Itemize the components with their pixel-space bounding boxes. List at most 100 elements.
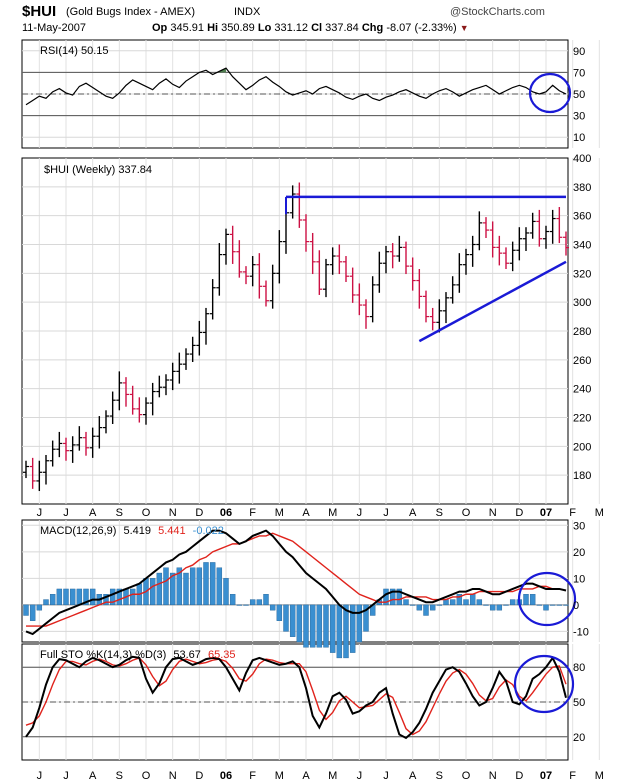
price-bar: [129, 385, 136, 415]
change-label: Chg: [361, 22, 384, 34]
price-bar: [36, 460, 43, 492]
macd-histogram-bar: [529, 594, 536, 606]
stochastic-series: [25, 654, 575, 740]
price-bar: [169, 362, 176, 391]
x-axis-label: A: [409, 507, 417, 519]
price-bar: [83, 431, 89, 456]
macd-histogram-bar: [103, 594, 109, 606]
macd-histogram-bar: [456, 594, 463, 606]
macd-histogram-bar: [63, 588, 69, 606]
macd-histogram-bar: [549, 604, 556, 606]
x-axis-label: 06: [220, 770, 232, 782]
price-bar: [96, 416, 103, 449]
macd-histogram-bar: [349, 604, 356, 653]
macd-histogram-bar: [536, 604, 543, 606]
macd-histogram-bar: [289, 604, 296, 637]
price-bar: [109, 391, 116, 424]
macd-histogram-bar: [396, 588, 403, 606]
macd-histogram-bar: [423, 604, 429, 616]
macd-histogram-bar: [523, 594, 529, 606]
macd-histogram-bar: [29, 604, 36, 621]
price-bar: [269, 264, 276, 309]
macd-histogram-bar: [436, 604, 443, 606]
macd-tick-label: 30: [573, 520, 585, 532]
macd-histogram-bar: [416, 604, 423, 611]
down-arrow-icon: ▼: [459, 23, 469, 33]
price-bar: [423, 290, 429, 323]
macd-histogram-bar: [316, 604, 323, 648]
price-bar: [503, 247, 509, 270]
price-bar: [323, 258, 329, 298]
macd-histogram-bar: [216, 567, 223, 606]
close-value: 337.84: [325, 22, 359, 34]
price-bar: [176, 352, 183, 384]
x-axis-label: F: [569, 770, 576, 782]
x-axis-label: A: [302, 507, 310, 519]
x-axis-label: D: [195, 770, 203, 782]
price-bar: [483, 217, 489, 239]
macd-histogram-bar: [223, 578, 229, 606]
price-bar: [516, 227, 523, 261]
price-bar: [183, 348, 189, 370]
x-axis-label: F: [249, 507, 256, 519]
macd-histogram-bar: [309, 604, 316, 648]
macd-histogram-bar: [209, 562, 216, 606]
macd-histogram-bar: [189, 567, 196, 606]
rsi-highlight-circle: [528, 72, 572, 114]
sto-legend-k: 53.67: [173, 649, 201, 661]
macd-histogram-bar: [243, 604, 249, 606]
price-bar: [409, 257, 416, 291]
x-axis-label: J: [37, 770, 43, 782]
x-axis-label: N: [489, 770, 497, 782]
price-bar: [536, 209, 543, 247]
index-name: (Gold Bugs Index - AMEX): [66, 6, 195, 18]
rsi-tick-label: 10: [573, 132, 585, 144]
macd-histogram-bar: [489, 604, 496, 611]
price-tick-label: 340: [573, 240, 591, 252]
macd-histogram-bar: [403, 599, 409, 606]
macd-tick-label: 10: [573, 573, 585, 585]
macd-histogram-bar: [76, 588, 83, 606]
price-bar: [416, 269, 423, 309]
price-bar: [316, 250, 323, 295]
price-bar: [143, 397, 149, 425]
macd-histogram-bar: [496, 604, 503, 611]
price-legend: $HUI (Weekly) 337.84: [44, 164, 152, 176]
macd-histogram-bar: [356, 604, 363, 643]
price-bar: [223, 228, 229, 265]
price-bar: [49, 440, 56, 467]
macd-histogram-bar: [343, 604, 349, 659]
price-bar: [196, 320, 203, 356]
x-axis-label: J: [63, 770, 69, 782]
macd-histogram-bar: [483, 604, 489, 606]
price-tick-label: 380: [573, 182, 591, 194]
macd-legend-signal: 5.441: [158, 525, 186, 537]
rsi-line: [25, 67, 567, 106]
x-axis-label: M: [328, 770, 337, 782]
price-series: [23, 182, 569, 492]
rsi-legend: RSI(14) 50.15: [40, 45, 108, 57]
chart-date: 11-May-2007: [22, 22, 86, 34]
macd-histogram-bar: [476, 599, 483, 606]
stochastic-tick-label: 80: [573, 662, 585, 674]
support-trendline: [418, 260, 567, 343]
x-axis-label: M: [595, 507, 604, 519]
x-axis-label: D: [195, 507, 203, 519]
price-bar: [369, 276, 376, 323]
macd-histogram-bar: [409, 604, 416, 606]
price-bar: [156, 375, 163, 398]
price-bar: [389, 243, 396, 269]
macd-histogram-bar: [43, 599, 49, 606]
macd-histogram-bar: [296, 604, 303, 643]
x-axis-label: F: [249, 770, 256, 782]
price-bar: [329, 247, 336, 275]
macd-histogram-bar: [169, 572, 176, 606]
price-tick-label: 260: [573, 355, 591, 367]
x-axis-label: O: [462, 770, 471, 782]
macd-histogram-bar: [236, 604, 243, 606]
macd-histogram-bar: [56, 588, 63, 606]
x-axis-label: J: [383, 507, 389, 519]
price-bar: [489, 221, 496, 258]
macd-histogram-bar: [429, 604, 436, 611]
price-bar: [543, 225, 549, 249]
